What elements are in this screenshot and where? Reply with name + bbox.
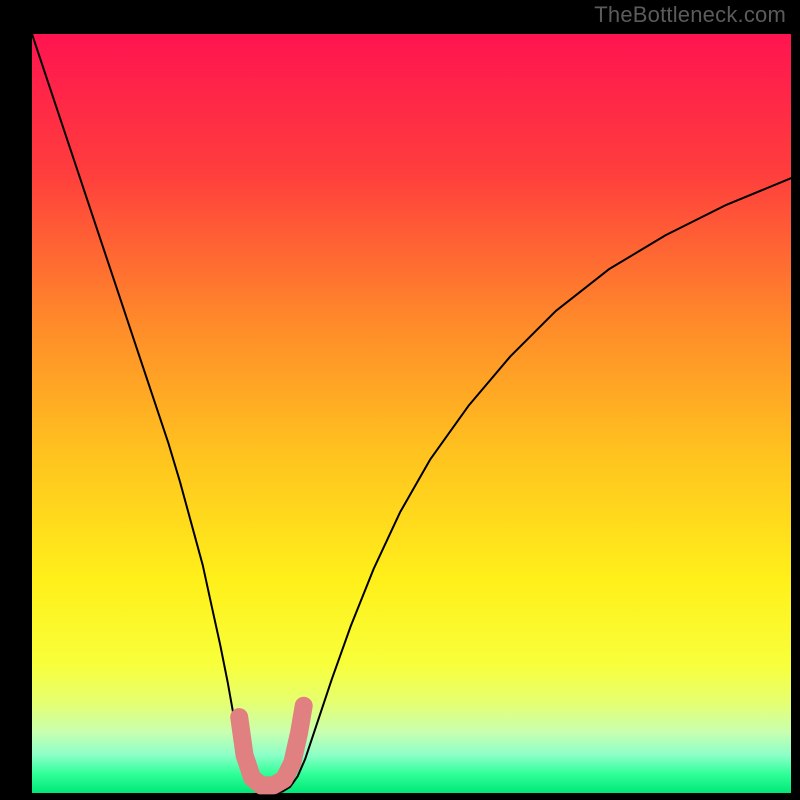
overlay-marker — [239, 706, 304, 786]
plot-area — [32, 34, 791, 793]
bottleneck-curve — [32, 34, 791, 793]
chart-canvas: TheBottleneck.com — [0, 0, 800, 800]
watermark-text: TheBottleneck.com — [594, 2, 786, 28]
curve-layer — [32, 34, 791, 793]
